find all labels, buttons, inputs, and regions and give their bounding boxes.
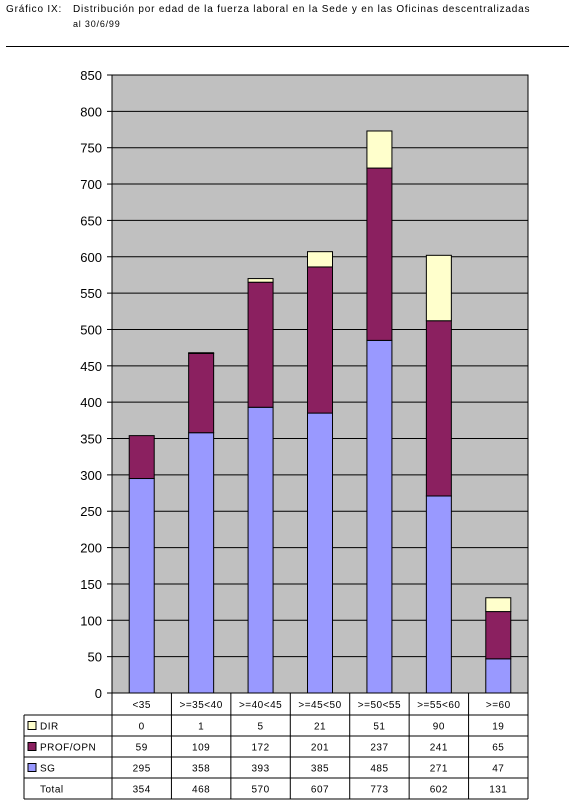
- bar-dir-2: [247, 278, 274, 283]
- y-tick-label: 50: [88, 650, 102, 665]
- y-tick-label: 800: [80, 104, 102, 119]
- y-tick-label: 750: [80, 141, 102, 156]
- table-cell: 90: [433, 722, 445, 733]
- row-label: Total: [40, 785, 64, 796]
- legend-key-sg: [27, 763, 37, 772]
- chart-title: Distribución por edad de la fuerza labor…: [73, 4, 531, 15]
- y-tick-label: 250: [80, 504, 102, 519]
- table-cell: 570: [251, 785, 269, 796]
- bar-dir-5: [425, 254, 452, 322]
- table-cell: 358: [192, 764, 210, 775]
- y-tick-label: 650: [80, 213, 102, 228]
- bar-profopn-6: [485, 611, 512, 660]
- bar-sg-4: [366, 339, 393, 694]
- category-label: >=55<60: [417, 700, 460, 711]
- y-tick-label: 700: [80, 177, 102, 192]
- table-cell: 393: [251, 764, 269, 775]
- category-label: >=50<55: [358, 700, 401, 711]
- table-cell: 271: [430, 764, 448, 775]
- figure-label: Gráfico IX:: [6, 4, 63, 15]
- table-cell: 0: [139, 722, 145, 733]
- bar-profopn-3: [307, 266, 333, 414]
- table-cell: 47: [492, 764, 504, 775]
- bar-sg-0: [128, 478, 155, 694]
- bar-profopn-4: [366, 167, 393, 341]
- table-cell: 607: [311, 785, 329, 796]
- row-label: PROF/OPN: [40, 743, 96, 754]
- bar-profopn-2: [247, 281, 274, 408]
- bar-profopn-1: [188, 352, 215, 434]
- table-cell: 19: [492, 722, 504, 733]
- table-cell: 468: [192, 785, 210, 796]
- bar-sg-3: [307, 412, 333, 694]
- category-label: >=45<50: [298, 700, 341, 711]
- table-cell: 237: [370, 743, 388, 754]
- y-tick-label: 550: [80, 286, 102, 301]
- chart-date: al 30/6/99: [73, 19, 121, 29]
- table-cell: 1: [198, 722, 204, 733]
- bar-sg-1: [188, 432, 215, 694]
- table-cell: 773: [370, 785, 388, 796]
- bar-dir-3: [307, 251, 333, 268]
- table-cell: 51: [373, 722, 385, 733]
- row-label: DIR: [40, 722, 59, 733]
- header-rule: [6, 46, 569, 47]
- table-cell: 65: [492, 743, 504, 754]
- bar-dir-4: [366, 130, 393, 169]
- bar-sg-6: [485, 658, 512, 694]
- table-cell: 21: [314, 722, 326, 733]
- legend-key-dir: [27, 721, 37, 730]
- bar-dir-6: [485, 597, 512, 613]
- y-tick-label: 500: [80, 322, 102, 337]
- table-cell: 131: [489, 785, 507, 796]
- y-tick-label: 450: [80, 359, 102, 374]
- table-cell: 109: [192, 743, 210, 754]
- bar-profopn-0: [128, 435, 155, 480]
- y-tick-label: 300: [80, 468, 102, 483]
- table-cell: 241: [430, 743, 448, 754]
- bar-profopn-5: [425, 320, 452, 497]
- y-tick-label: 850: [80, 68, 102, 83]
- category-label: >=40<45: [239, 700, 282, 711]
- y-tick-label: 0: [95, 686, 102, 701]
- bar-sg-5: [425, 495, 452, 694]
- legend-key-profopn: [27, 742, 37, 751]
- y-tick-label: 200: [80, 541, 102, 556]
- table-cell: 59: [136, 743, 148, 754]
- table-cell: 602: [430, 785, 448, 796]
- table-cell: 485: [370, 764, 388, 775]
- table-cell: 172: [251, 743, 269, 754]
- y-tick-label: 400: [80, 395, 102, 410]
- chart-title-block: Distribución por edad de la fuerza labor…: [73, 2, 553, 32]
- category-label: <35: [132, 700, 150, 711]
- table-cell: 201: [311, 743, 329, 754]
- y-tick-label: 150: [80, 577, 102, 592]
- table-cell: 5: [258, 722, 264, 733]
- y-tick-label: 600: [80, 250, 102, 265]
- row-label: SG: [40, 764, 55, 775]
- category-label: >=60: [486, 700, 511, 711]
- y-tick-label: 100: [80, 613, 102, 628]
- bar-sg-2: [247, 406, 274, 694]
- bar-dir-1: [188, 352, 215, 354]
- table-cell: 385: [311, 764, 329, 775]
- table-cell: 354: [133, 785, 151, 796]
- y-tick-label: 350: [80, 432, 102, 447]
- category-label: >=35<40: [180, 700, 223, 711]
- table-cell: 295: [133, 764, 151, 775]
